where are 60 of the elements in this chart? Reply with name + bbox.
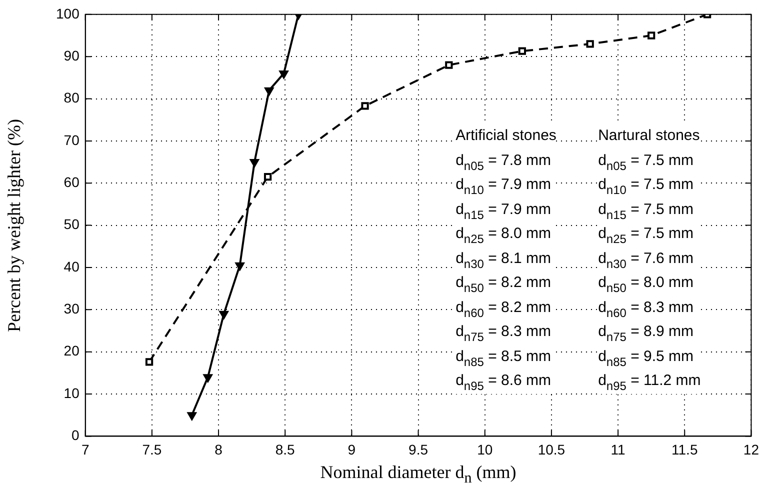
y-tick-label: 70 <box>64 132 80 148</box>
annotation: d$_{n10}$ = 7.5 mm <box>598 176 694 198</box>
annotation: d$_{n95}$ = 11.2 mm <box>598 372 701 394</box>
annotation: d$_{n50}$ = 8.2 mm <box>456 274 552 296</box>
annotation: d$_{n10}$ = 7.9 mm <box>456 176 552 198</box>
annotation: d$_{n75}$ = 8.3 mm <box>456 323 552 344</box>
point <box>250 159 259 168</box>
point <box>187 412 196 420</box>
annotation: d$_{n95}$ = 8.6 mm <box>456 372 552 394</box>
annotation: d$_{n60}$ = 8.3 mm <box>598 298 694 320</box>
annotation: Artificial stones <box>456 127 556 144</box>
annotation: d$_{n05}$ = 7.8 mm <box>456 152 552 173</box>
x-tick-label: 9.5 <box>408 441 428 458</box>
x-tick-label: 10.5 <box>538 441 566 458</box>
y-tick-label: 90 <box>64 47 80 64</box>
annotation: d$_{n25}$ = 7.5 mm <box>598 225 694 246</box>
y-tick-label: 10 <box>64 384 80 401</box>
x-tick-label: 7 <box>81 441 90 458</box>
y-tick-label: 50 <box>64 216 80 232</box>
x-tick-label: 10 <box>477 441 493 458</box>
annotation: d$_{n85}$ = 8.5 mm <box>456 348 552 369</box>
x-tick-label: 9 <box>348 441 356 458</box>
x-tick-label: 12 <box>743 441 760 458</box>
x-tick-label: 11 <box>610 441 626 458</box>
annotation: d$_{n25}$ = 8.0 mm <box>456 225 552 246</box>
y-axis-title: Percent by weight lighter (%) <box>3 118 24 332</box>
x-tick-label: 8 <box>214 441 223 458</box>
y-tick-label: 100 <box>56 5 80 22</box>
point <box>586 40 594 48</box>
y-tick-label: 60 <box>64 174 80 190</box>
annotation: Nartural stones <box>598 127 700 144</box>
y-tick-label: 40 <box>64 258 80 274</box>
point <box>279 70 288 78</box>
point <box>203 374 212 382</box>
y-tick-label: 0 <box>72 427 80 444</box>
point <box>518 47 526 55</box>
annotation: d$_{n50}$ = 8.0 mm <box>598 274 694 296</box>
y-tick-label: 80 <box>64 90 80 106</box>
point <box>219 310 228 319</box>
point <box>235 262 244 270</box>
point <box>145 358 154 366</box>
y-tick-label: 30 <box>64 300 80 317</box>
annotation: d$_{n85}$ = 9.5 mm <box>598 348 694 369</box>
x-tick-label: 8.5 <box>275 441 296 458</box>
x-axis-title: Nominal diameter d$_{n}$ (mm) <box>320 462 516 488</box>
x-tick-label: 7.5 <box>142 441 162 458</box>
annotation: d$_{n75}$ = 8.9 mm <box>598 323 694 344</box>
point <box>361 102 369 110</box>
annotation: d$_{n30}$ = 7.6 mm <box>598 250 694 271</box>
point <box>445 61 453 69</box>
annotation: d$_{n30}$ = 8.1 mm <box>456 250 552 271</box>
annotation: d$_{n15}$ = 7.5 mm <box>598 200 694 222</box>
annotation: d$_{n60}$ = 8.2 mm <box>456 298 552 320</box>
point <box>648 32 656 40</box>
point <box>264 172 272 181</box>
x-tick-label: 11.5 <box>672 441 698 458</box>
annotation: d$_{n05}$ = 7.5 mm <box>598 152 694 173</box>
point <box>264 87 274 96</box>
annotation: d$_{n15}$ = 7.9 mm <box>456 200 552 222</box>
y-tick-label: 20 <box>64 342 80 359</box>
